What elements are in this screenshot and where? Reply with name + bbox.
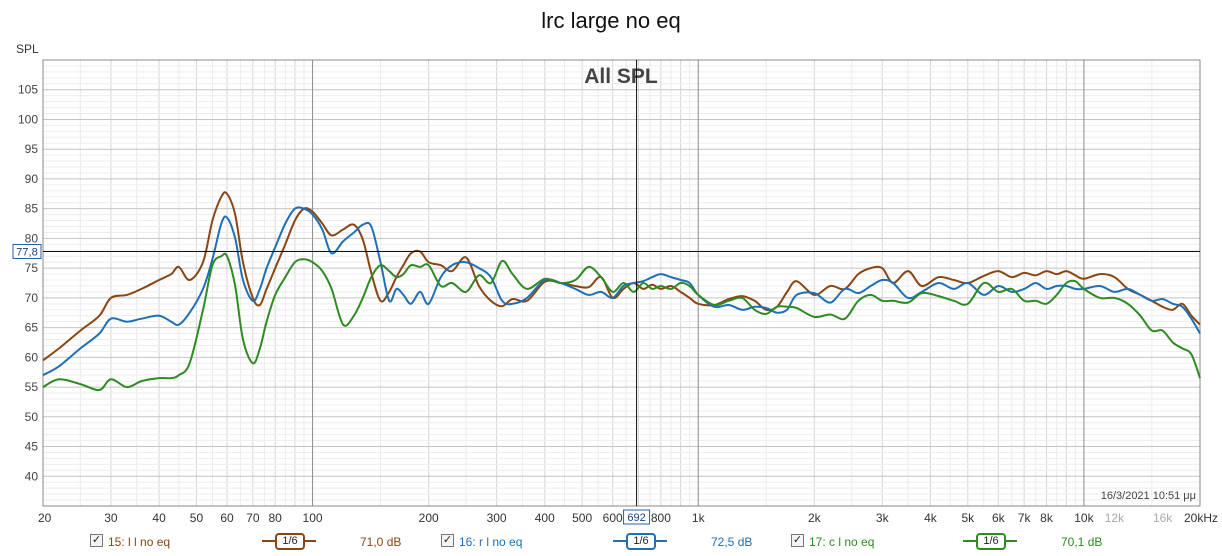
- series-label: 16: r l no eq: [459, 535, 523, 549]
- series-level: 71,0 dB: [360, 535, 402, 549]
- series-level: 70,1 dB: [1061, 535, 1103, 549]
- series-checkbox[interactable]: ✓: [441, 534, 454, 547]
- smoothing-value: 1/6: [275, 533, 305, 550]
- y-tick-label: 50: [25, 410, 39, 424]
- x-tick-label: 40: [152, 511, 166, 525]
- y-tick-label: 60: [25, 350, 39, 364]
- y-tick-label: 45: [25, 440, 39, 454]
- x-tick-label: 800: [651, 511, 671, 525]
- x-tick-label: 8k: [1040, 511, 1054, 525]
- series-label: 15: l l no eq: [108, 535, 171, 549]
- x-tick-label: 80: [269, 511, 283, 525]
- x-tick-label: 4k: [924, 511, 938, 525]
- y-tick-label: 40: [25, 469, 39, 483]
- chart-title: All SPL: [584, 65, 658, 88]
- y-tick-label: 65: [25, 321, 39, 335]
- x-tick-label: 600: [603, 511, 623, 525]
- y-axis-label: SPL: [16, 42, 39, 56]
- series-line-1: [42, 191, 1201, 362]
- x-tick-label: 12k: [1105, 511, 1125, 525]
- x-tick-label: 100: [303, 511, 323, 525]
- x-tick-label: 70: [246, 511, 260, 525]
- smoothing-value: 1/6: [976, 533, 1006, 550]
- smoothing-selector[interactable]: 1/6: [613, 533, 667, 550]
- x-tick-label: 50: [190, 511, 204, 525]
- y-tick-labels: 40 45 50 55 60 65 70 75 80 85 90 95 100 105: [18, 83, 38, 484]
- x-tick-label: 500: [572, 511, 592, 525]
- legend-item-2[interactable]: ✓ 16: r l no eq 1/6 72,5 dB: [441, 533, 771, 551]
- series-lines: [42, 191, 1201, 392]
- major-grid: [312, 60, 1085, 506]
- y-tick-label: 100: [18, 112, 38, 126]
- series-line-3: [42, 252, 1201, 392]
- x-tick-label: 6k: [992, 511, 1006, 525]
- x-tick-label: 2k: [808, 511, 822, 525]
- window-title: lrc large no eq: [541, 8, 681, 33]
- legend-item-1[interactable]: ✓ 15: l l no eq 1/6 71,0 dB: [90, 533, 420, 551]
- smoothing-value: 1/6: [626, 533, 656, 550]
- cursor-y-readout: 77,8: [16, 246, 37, 258]
- series-checkbox[interactable]: ✓: [791, 534, 804, 547]
- timestamp: 16/3/2021 10:51 μμ: [1101, 490, 1196, 502]
- x-tick-label: 20kHz: [1184, 511, 1218, 525]
- x-tick-label: 3k: [876, 511, 890, 525]
- y-tick-label: 75: [25, 261, 39, 275]
- smoothing-selector[interactable]: 1/6: [963, 533, 1017, 550]
- y-tick-label: 70: [25, 291, 39, 305]
- legend-item-3[interactable]: ✓ 17: c l no eq 1/6 70,1 dB: [791, 533, 1121, 551]
- x-tick-labels: 20 30 40 50 60 70 80 100 200 300 400 500 600 800 1k 2k 3…: [38, 511, 1218, 525]
- plot-frame: [42, 59, 1201, 507]
- series-checkbox[interactable]: ✓: [90, 534, 103, 547]
- series-label: 17: c l no eq: [809, 535, 875, 549]
- cursor-x-readout-box: [623, 509, 651, 525]
- y-tick-label: 80: [25, 231, 39, 245]
- y-tick-label: 85: [25, 202, 39, 216]
- minor-grid: [43, 59, 1200, 507]
- x-tick-label: 1k: [692, 511, 706, 525]
- cursor-y-readout-box: [12, 243, 42, 259]
- x-tick-label: 7k: [1018, 511, 1032, 525]
- y-tick-label: 105: [18, 83, 38, 97]
- series-level: 72,5 dB: [711, 535, 753, 549]
- x-tick-label: 200: [419, 511, 439, 525]
- x-tick-label: 400: [535, 511, 555, 525]
- x-tick-label: 60: [220, 511, 234, 525]
- y-tick-label: 55: [25, 380, 39, 394]
- x-tick-label: 20: [38, 511, 52, 525]
- x-tick-label: 16k: [1153, 511, 1173, 525]
- cursor[interactable]: 77,8 692: [12, 60, 1200, 525]
- smoothing-selector[interactable]: 1/6: [262, 533, 316, 550]
- x-tick-label: 10k: [1074, 511, 1094, 525]
- y-tick-label: 95: [25, 142, 39, 156]
- x-tick-label: 5k: [961, 511, 975, 525]
- cursor-x-readout: 692: [627, 512, 645, 524]
- x-tick-label: 30: [104, 511, 118, 525]
- x-tick-label: 300: [487, 511, 507, 525]
- y-tick-label: 90: [25, 172, 39, 186]
